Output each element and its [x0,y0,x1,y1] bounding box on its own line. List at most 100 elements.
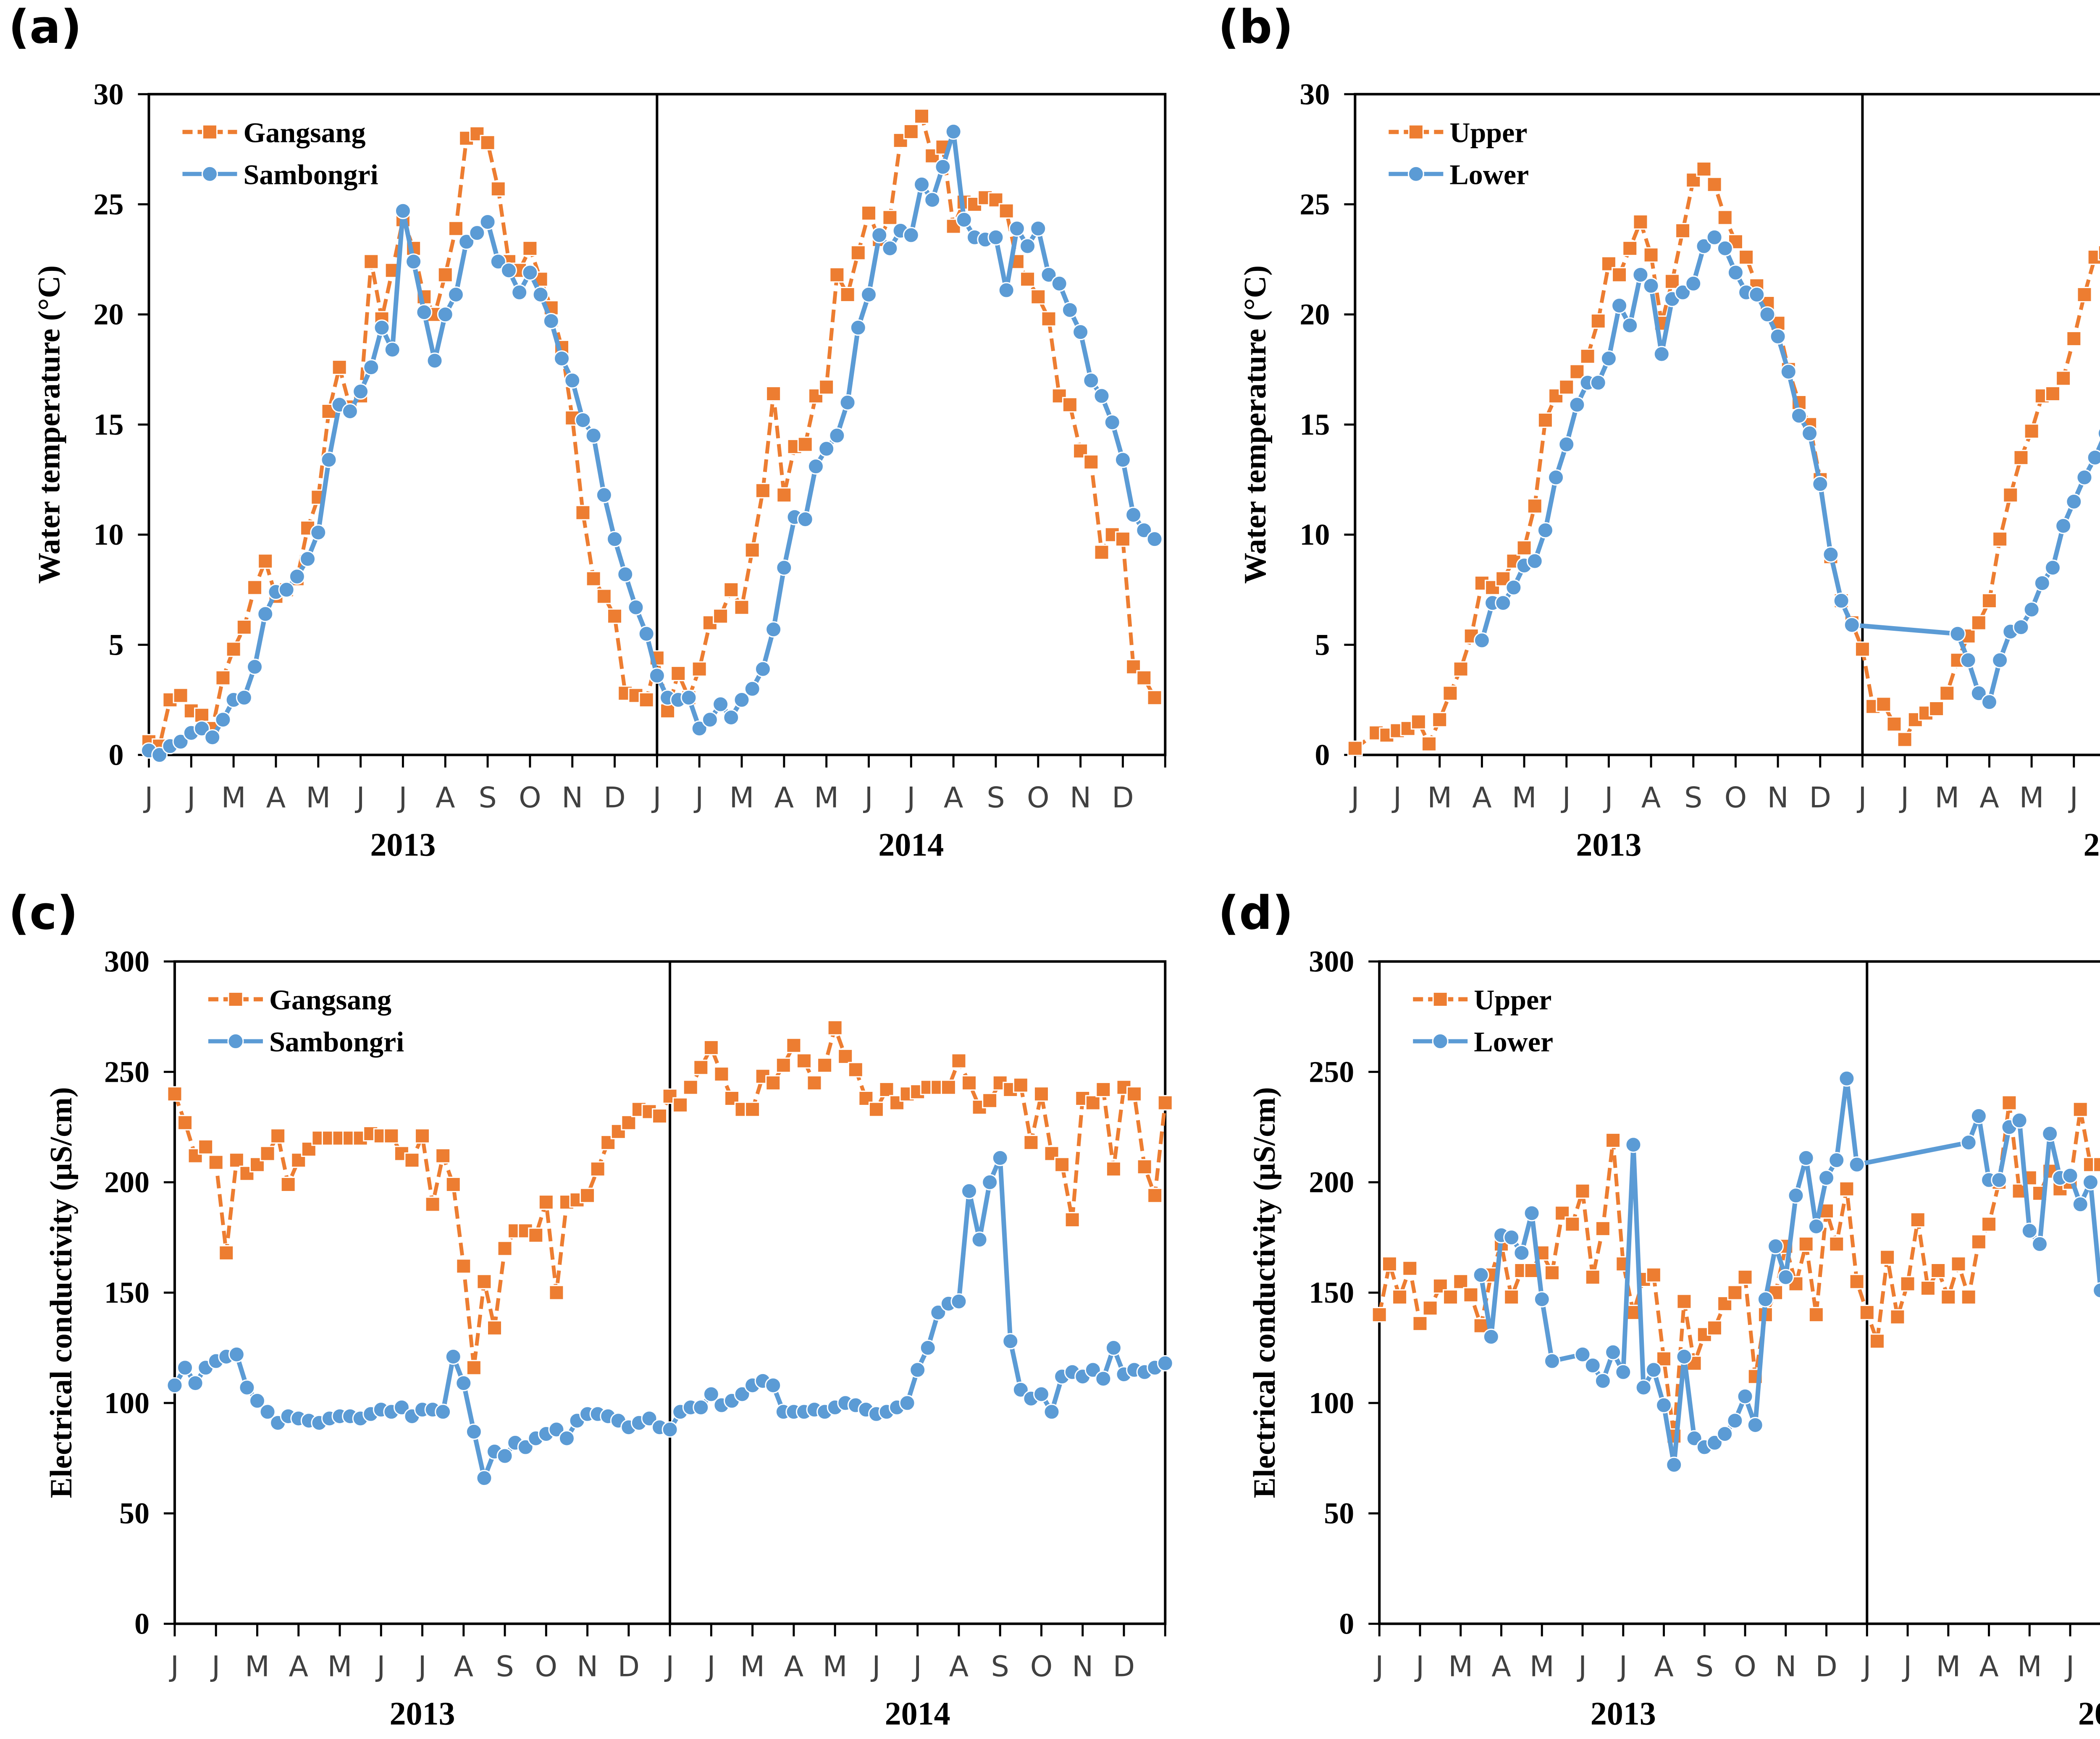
data-point-circle [680,689,697,706]
y-axis-label: Electrical conductivity (μS/cm) [44,1087,79,1498]
data-point-square [1569,364,1585,380]
data-point-square [961,1075,977,1091]
data-point-circle [606,531,623,548]
data-point-circle [575,412,591,428]
data-point-circle [435,1403,452,1420]
data-point-square [1463,1287,1479,1303]
data-point-square [1706,176,1722,192]
data-point-square [1859,1304,1875,1320]
data-point-square [177,1115,193,1130]
data-point-circle [490,253,507,270]
data-point-square [775,1057,791,1073]
data-point-circle [177,1359,194,1376]
data-point-square [755,483,771,498]
data-point-square [1738,249,1754,265]
x-month-label: J [143,782,153,815]
x-month-label: J [870,1650,880,1684]
data-point-square [998,203,1014,219]
data-point-square [819,379,835,395]
data-point-circle [1002,1333,1019,1350]
data-point-square [1727,1285,1743,1301]
data-point-square [817,1057,833,1073]
data-point-square [1392,1289,1408,1305]
data-point-circle [754,661,771,677]
chart-panel-b: 051015202530JJMAMJJASONDJJMAMJJASOND2013… [1238,77,2100,863]
data-point-circle [151,747,168,763]
data-point-circle [1759,306,1776,323]
series-upper [1371,1095,2100,1444]
legend-entry: Lower [1389,158,1529,190]
x-month-label: A [1979,782,1999,815]
data-point-circle [558,1430,575,1447]
data-point-circle [1157,1355,1173,1372]
data-point-square [522,240,538,256]
data-point-circle [2066,493,2082,510]
data-point-circle [924,191,941,208]
data-point-square [638,692,654,708]
data-point-circle [1960,652,1977,669]
data-point-circle [903,227,919,244]
x-month-label: J [355,782,365,815]
x-month-label: D [1112,782,1134,815]
y-tick-label: 100 [104,1386,150,1420]
legend-entry: Upper [1389,116,1527,148]
data-point-square [982,1093,998,1109]
data-point-circle [1615,1364,1632,1380]
data-point-square [1381,1256,1397,1272]
x-month-label: M [1512,782,1537,815]
x-month-label: S [496,1650,514,1684]
data-point-circle [2011,1112,2028,1129]
data-point-square [652,1108,668,1124]
x-month-label: J [905,782,915,815]
data-point-circle [1072,324,1089,341]
data-point-circle [289,568,305,585]
data-point-circle [1574,1346,1591,1363]
data-point-circle [249,1393,265,1409]
x-month-label: S [991,1650,1009,1684]
y-tick-label: 250 [1309,1055,1354,1089]
data-point-circle [1812,476,1829,493]
y-tick-label: 10 [93,518,123,551]
data-point-circle [1625,1136,1642,1153]
data-point-circle [734,1386,751,1403]
data-point-square [1900,1276,1916,1292]
data-point-square [766,386,782,402]
data-point-square [1798,1236,1814,1252]
data-point-square [435,1148,451,1164]
data-point-circle [648,667,665,684]
data-point-circle [1526,553,1543,569]
data-point-circle [1685,275,1702,292]
panel-label-c: (c) [8,886,78,940]
y-tick-label: 0 [134,1607,150,1641]
data-point-circle [1769,328,1786,345]
data-point-circle [1605,1344,1622,1361]
x-month-label: O [1734,1650,1756,1684]
data-point-square [497,1241,513,1256]
data-point-circle [1590,374,1606,391]
data-point-square [1504,1289,1520,1305]
x-month-label: J [863,782,873,815]
data-point-circle [1833,593,1850,609]
data-point-square [270,1128,286,1144]
data-point-circle [2062,1167,2079,1184]
legend-label: Lower [1474,1026,1553,1058]
data-point-circle [1632,266,1649,283]
data-point-circle [352,383,369,400]
data-point-square [1981,593,1997,609]
data-point-square [1971,615,1987,631]
data-point-circle [882,240,898,257]
data-point-square [1516,540,1532,556]
legend-label: Sambongri [269,1026,404,1058]
x-month-label: M [245,1650,270,1684]
legend-label: Sambongri [243,158,378,190]
x-month-label: S [987,782,1005,815]
y-tick-label: 50 [119,1497,150,1530]
data-point-circle [945,123,962,140]
data-point-square [1612,267,1628,283]
data-point-square [1041,311,1057,327]
data-point-circle [1622,317,1638,334]
legend-label: Upper [1449,116,1527,148]
data-point-square [437,267,453,283]
